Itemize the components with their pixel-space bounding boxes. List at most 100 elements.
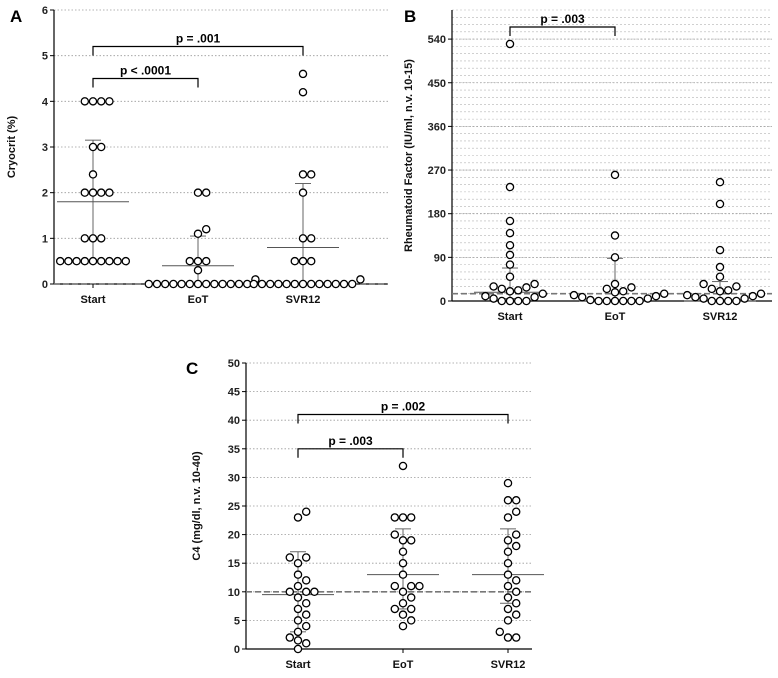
data-point (177, 279, 186, 289)
data-point (503, 558, 513, 568)
data-point (398, 570, 408, 579)
data-point (505, 240, 515, 250)
data-point (503, 604, 513, 614)
data-point (586, 295, 595, 305)
data-point (618, 287, 628, 296)
data-point (390, 530, 400, 539)
data-point (144, 279, 154, 289)
data-point (88, 234, 98, 243)
data-point (406, 536, 416, 545)
y-tick-label: 0 (42, 279, 48, 291)
data-point (293, 616, 303, 625)
data-point (511, 610, 521, 619)
data-point (301, 639, 311, 648)
y-tick-label: 35 (228, 444, 240, 456)
data-point (249, 279, 259, 289)
data-point (602, 284, 612, 294)
x-category-label: SVR12 (491, 659, 526, 671)
data-point (105, 97, 114, 106)
data-point (715, 262, 725, 272)
data-point (293, 558, 303, 568)
significance-bracket (297, 413, 509, 424)
data-point (265, 279, 275, 289)
data-point (293, 627, 303, 637)
data-point (715, 199, 725, 209)
data-point (538, 289, 548, 298)
data-point (511, 507, 521, 516)
data-point (160, 279, 170, 289)
data-point (610, 170, 620, 180)
data-point (511, 530, 521, 539)
data-point (505, 296, 515, 306)
data-point (691, 292, 700, 302)
data-point (635, 296, 644, 306)
data-point (113, 256, 122, 266)
x-category-label: EoT (188, 294, 209, 306)
p-value-annotation: p = .003 (540, 12, 585, 26)
data-point (185, 279, 195, 289)
data-point (96, 142, 106, 152)
p-value-annotation: p = .003 (328, 434, 373, 448)
data-point (602, 296, 612, 306)
data-point (323, 279, 332, 289)
data-point (618, 296, 628, 306)
y-tick-label: 4 (42, 96, 49, 108)
y-tick-label: 20 (228, 530, 240, 542)
data-point (505, 39, 515, 49)
data-point (88, 170, 98, 179)
data-point (193, 229, 203, 239)
data-point (627, 283, 636, 292)
data-point (406, 513, 416, 522)
data-point (398, 621, 408, 631)
data-point (610, 279, 620, 289)
data-point (723, 296, 733, 306)
data-point (511, 496, 521, 505)
data-point (723, 286, 733, 295)
data-point (511, 541, 521, 551)
data-point (398, 513, 408, 522)
data-point (310, 587, 319, 597)
data-point (293, 581, 303, 591)
data-point (88, 188, 98, 197)
data-point (80, 188, 90, 197)
y-tick-label: 0 (440, 296, 446, 308)
data-point (406, 604, 416, 614)
data-point (398, 558, 408, 568)
data-point (497, 284, 507, 294)
y-tick-label: 90 (434, 252, 446, 264)
data-point (503, 496, 513, 505)
data-point (610, 288, 620, 297)
panel-a: A 0 1 2 3 4 5 6 Cryocrit (%) Start EoT SVR12 p < .00… (6, 5, 388, 306)
data-point (193, 266, 203, 275)
panel-b: B 0 90 180 270 360 450 540 Rheumatoid Factor (IU… (403, 7, 772, 323)
data-point (298, 234, 308, 243)
data-point (748, 291, 758, 301)
data-point (169, 279, 178, 289)
data-point (88, 142, 98, 152)
data-point (511, 598, 521, 608)
data-point (88, 97, 98, 106)
data-point (522, 283, 531, 292)
data-point (530, 279, 539, 289)
data-point (96, 188, 106, 197)
x-category-label: EoT (393, 659, 414, 671)
data-point (293, 593, 303, 602)
data-point (651, 291, 661, 301)
data-point (55, 256, 65, 266)
data-point (406, 616, 416, 625)
data-point (627, 296, 636, 306)
data-point (298, 256, 308, 266)
data-point (339, 279, 349, 289)
y-tick-label: 25 (228, 501, 240, 513)
data-point (505, 287, 515, 296)
y-axis-label: C4 (mg/dl, n.v. 10-40) (191, 451, 203, 561)
data-point (201, 224, 211, 234)
data-point (390, 604, 400, 614)
data-point (193, 256, 203, 266)
y-tick-label: 10 (228, 587, 240, 599)
data-point (298, 279, 308, 289)
data-point (489, 282, 498, 291)
data-point (285, 587, 295, 597)
panel-c: C 0 5 10 15 20 25 30 35 40 45 50 C4 (mg/dl, n.v. 10-… (186, 358, 544, 671)
data-point (290, 256, 300, 266)
